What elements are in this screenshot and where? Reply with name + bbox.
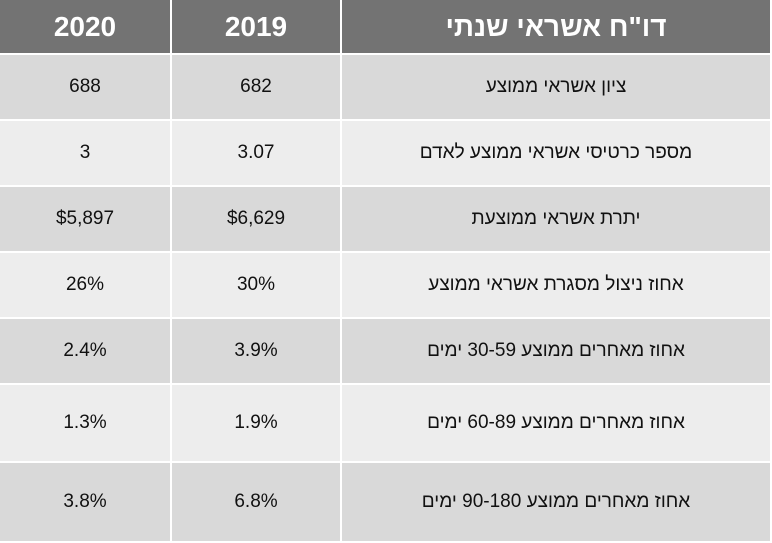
header-title: דו"ח אשראי שנתי xyxy=(342,0,772,55)
label: ציון אשראי ממוצע xyxy=(342,55,772,121)
label: יתרת אשראי ממוצעת xyxy=(342,187,772,253)
value-2019: 3.07 xyxy=(172,121,342,187)
value-2020: 26% xyxy=(0,253,172,319)
label: אחוז ניצול מסגרת אשראי ממוצע xyxy=(342,253,772,319)
value-2020: 3.8% xyxy=(0,463,172,543)
value-2020: 3 xyxy=(0,121,172,187)
label: אחוז מאחרים ממוצע 90-180 ימים xyxy=(342,463,772,543)
label: מספר כרטיסי אשראי ממוצע לאדם xyxy=(342,121,772,187)
value-2019: 6.8% xyxy=(172,463,342,543)
value-2020: $5,897 xyxy=(0,187,172,253)
value-2019: $6,629 xyxy=(172,187,342,253)
value-2020: 2.4% xyxy=(0,319,172,385)
value-2019: 682 xyxy=(172,55,342,121)
value-2019: 3.9% xyxy=(172,319,342,385)
header-2019: 2019 xyxy=(172,0,342,55)
value-2019: 1.9% xyxy=(172,385,342,463)
value-2020: 688 xyxy=(0,55,172,121)
header-2020: 2020 xyxy=(0,0,172,55)
value-2020: 1.3% xyxy=(0,385,172,463)
label: אחוז מאחרים ממוצע 30-59 ימים xyxy=(342,319,772,385)
value-2019: 30% xyxy=(172,253,342,319)
label: אחוז מאחרים ממוצע 60-89 ימים xyxy=(342,385,772,463)
